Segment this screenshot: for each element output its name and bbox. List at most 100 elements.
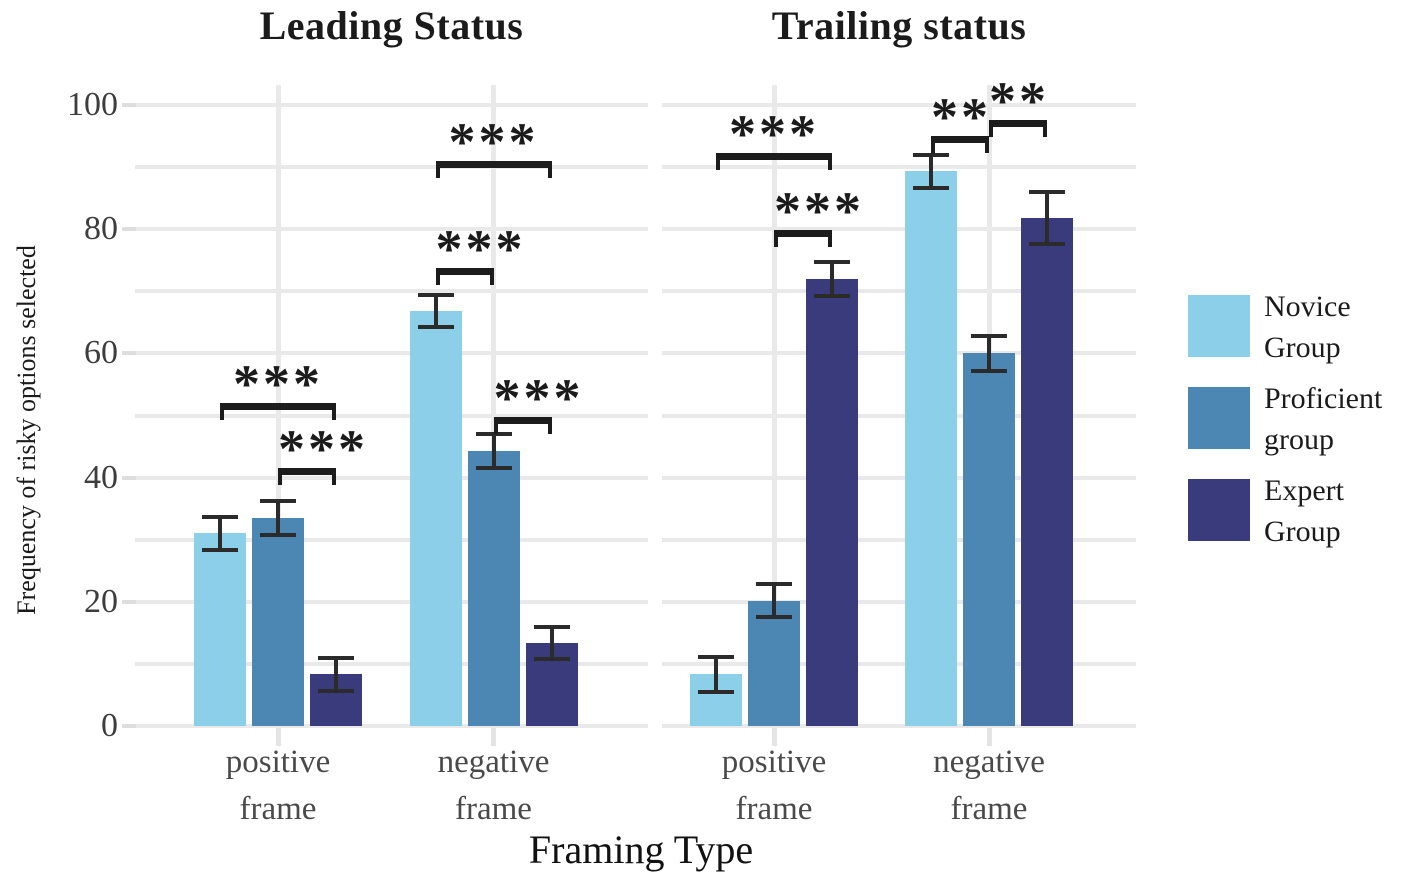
bar-expert-group [806, 278, 858, 726]
significance-bracket: *** [774, 184, 861, 247]
significance-stars: *** [278, 418, 368, 479]
bar-novice-group [905, 171, 957, 726]
significance-stars: *** [493, 367, 584, 428]
y-tick-label: 100 [67, 86, 118, 123]
horizontal-gridline [135, 351, 648, 356]
significance-bracket: ** [989, 74, 1047, 137]
significance-stars: ** [989, 70, 1049, 131]
error-bar-cap-bottom [814, 293, 850, 298]
horizontal-gridline [135, 289, 648, 294]
error-bar-line [830, 260, 834, 298]
bar-proficient-group [252, 517, 304, 726]
significance-bracket: *** [435, 115, 552, 178]
significance-bracket: *** [220, 357, 336, 421]
error-bar-cap-bottom [318, 689, 354, 694]
horizontal-gridline [662, 475, 1136, 480]
error-bar-cap-top [202, 514, 238, 519]
bracket-tick-right [547, 416, 552, 434]
error-bar-cap-top [533, 624, 570, 629]
error-bar-line [714, 654, 718, 695]
bracket-tick-right [828, 152, 832, 170]
significance-stars: ** [931, 87, 991, 148]
bracket-tick-left [493, 416, 498, 434]
error-bar-cap-bottom [475, 466, 512, 471]
error-bar-cap-top [417, 293, 454, 298]
error-bar-cap-bottom [202, 548, 238, 553]
legend-swatch-proficient-group [1188, 387, 1250, 449]
bracket-tick-left [220, 403, 224, 421]
x-tick [491, 728, 496, 746]
x-category-label: negative frame [933, 744, 1045, 827]
bracket-tick-left [435, 268, 440, 286]
x-tick [771, 728, 777, 746]
error-bar-cap-bottom [1029, 241, 1065, 246]
bar-novice-group [409, 311, 462, 726]
bar-expert-group [1021, 218, 1073, 726]
y-tick-label: 80 [84, 210, 118, 248]
horizontal-gridline [135, 724, 648, 728]
x-category-label: negative frame [437, 744, 550, 827]
bracket-tick-right [547, 160, 552, 178]
bracket-bar [278, 467, 336, 475]
panel-title: Trailing status [771, 3, 1027, 48]
bar-proficient-group [748, 600, 800, 726]
significance-bracket: ** [931, 90, 989, 154]
horizontal-gridline [662, 724, 1136, 728]
error-bar-cap-top [318, 655, 354, 660]
bracket-tick-right [985, 136, 989, 154]
significance-bracket: *** [493, 371, 581, 434]
y-tick [122, 351, 136, 356]
horizontal-gridline [135, 413, 648, 418]
x-axis-title: Framing Type [528, 827, 754, 872]
horizontal-gridline [135, 103, 648, 107]
bracket-tick-left [716, 152, 720, 170]
error-bar-cap-top [913, 152, 949, 157]
significance-bracket: *** [435, 222, 523, 286]
bracket-bar [716, 152, 832, 160]
panel-title: Leading Status [259, 3, 524, 48]
horizontal-gridline [662, 351, 1136, 356]
error-bar-cap-top [1029, 190, 1065, 195]
significance-stars: *** [729, 103, 819, 164]
error-bar-cap-bottom [698, 690, 734, 695]
y-tick [122, 103, 136, 107]
y-tick [122, 475, 136, 480]
error-bar-cap-bottom [260, 532, 296, 537]
legend-swatch-expert-group [1188, 479, 1250, 541]
horizontal-gridline [662, 227, 1136, 232]
bracket-tick-right [332, 403, 336, 421]
error-bar-cap-bottom [756, 615, 792, 620]
bracket-bar [435, 160, 552, 168]
bracket-tick-right [489, 268, 494, 286]
x-category-label: positive frame [721, 744, 827, 827]
error-bar-cap-top [814, 260, 850, 265]
bracket-tick-left [278, 467, 282, 485]
error-bar-line [276, 499, 280, 537]
y-tick-label: 60 [84, 334, 118, 372]
x-tick [275, 728, 281, 746]
legend-label: Expert Group [1264, 474, 1344, 548]
bracket-bar [989, 119, 1047, 127]
legend-label: Proficient group [1264, 382, 1383, 456]
error-bar-line [1045, 190, 1049, 246]
error-bar-cap-top [698, 654, 734, 659]
horizontal-gridline [662, 165, 1136, 170]
bracket-tick-right [1043, 119, 1047, 137]
bracket-bar [493, 416, 552, 424]
bracket-tick-right [332, 467, 336, 485]
error-bar-cap-bottom [971, 369, 1007, 374]
horizontal-gridline [662, 103, 1136, 107]
bracket-tick-left [989, 119, 993, 137]
error-bar-cap-bottom [417, 325, 454, 330]
error-bar-line [334, 655, 338, 694]
error-bar-line [929, 152, 933, 191]
y-tick [122, 599, 136, 604]
horizontal-gridline [662, 537, 1136, 542]
error-bar-cap-top [260, 499, 296, 504]
bracket-bar [774, 229, 832, 237]
vertical-gridline [771, 85, 777, 730]
horizontal-gridline [135, 661, 648, 666]
bracket-tick-left [774, 229, 778, 247]
significance-stars: *** [435, 219, 526, 280]
bar-proficient-group [963, 353, 1015, 726]
